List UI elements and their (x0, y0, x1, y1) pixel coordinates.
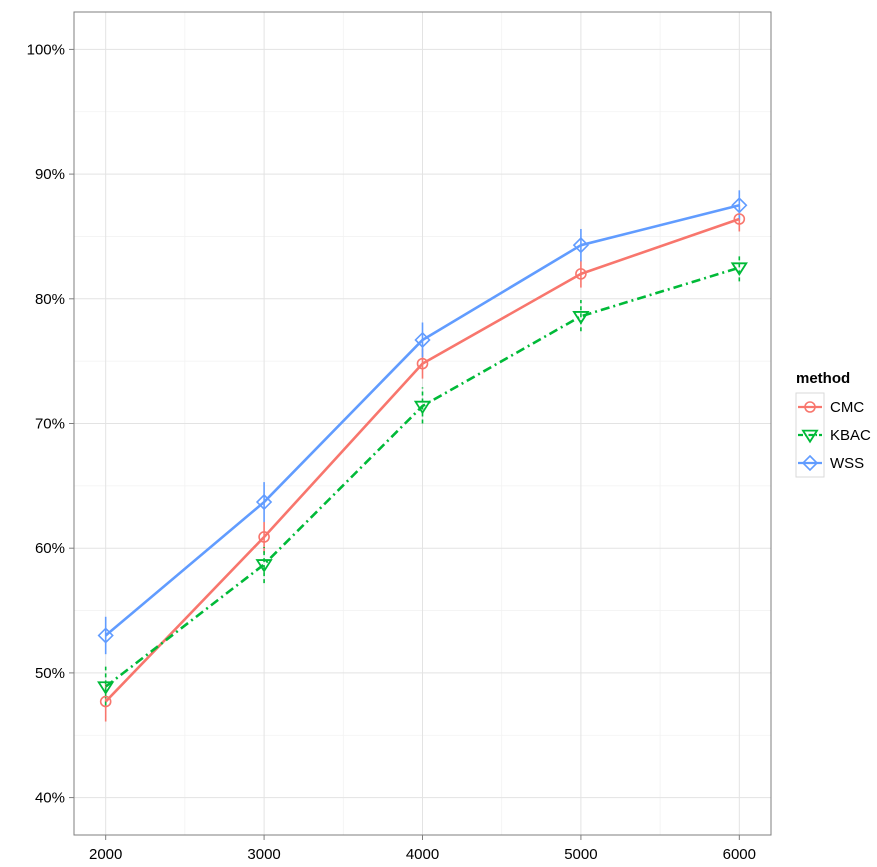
cmc-data-point (416, 357, 429, 370)
series-lines (104, 204, 740, 703)
legend-label: CMC (830, 399, 864, 416)
legend-item-cmc: CMC (798, 399, 864, 416)
legend-title: method (796, 370, 850, 387)
kbac-data-point (413, 400, 432, 415)
cmc-data-point (575, 268, 587, 280)
kbac-data-point (572, 311, 590, 325)
legend-label: WSS (830, 455, 864, 472)
y-tick-label: 80% (35, 291, 65, 308)
wss-data-point (97, 627, 114, 644)
series-markers (97, 197, 748, 708)
y-tick-label: 40% (35, 790, 65, 807)
y-tick-label: 100% (27, 41, 65, 58)
legend-items: CMC KBAC WSS (798, 399, 871, 472)
legend-key-marker (804, 401, 816, 413)
x-tick-label: 6000 (723, 846, 756, 863)
legend-label: KBAC (830, 427, 871, 444)
y-tick-label: 50% (35, 665, 65, 682)
wss-data-point (255, 493, 273, 511)
wss-data-point (572, 237, 590, 254)
y-tick-label: 60% (35, 540, 65, 557)
wss-series-line (104, 204, 740, 637)
y-tick-label: 70% (35, 416, 65, 433)
cmc-data-point (99, 695, 112, 708)
cmc-series-line (104, 217, 740, 703)
legend-item-kbac: KBAC (798, 427, 871, 444)
wss-data-point (731, 197, 748, 214)
legend-key-marker (801, 454, 819, 472)
x-tick-label: 4000 (406, 846, 439, 863)
x-tick-label: 5000 (564, 846, 597, 863)
wss-data-point (414, 331, 431, 349)
kbac-data-point (255, 559, 273, 573)
legend: method CMC KBAC WSS (795, 370, 871, 478)
cmc-data-point (733, 213, 746, 225)
legend-item-wss: WSS (798, 454, 864, 472)
cmc-data-point (258, 531, 270, 543)
x-tick-label: 2000 (89, 846, 122, 863)
y-tick-label: 90% (35, 166, 65, 183)
x-tick-label: 3000 (247, 846, 280, 863)
x-axis: 2000 3000 4000 5000 6000 (89, 835, 756, 863)
legend-key-marker (801, 429, 819, 444)
kbac-data-point (97, 681, 115, 695)
y-axis: 40% 50% 60% 70% 80% 90% 100% (27, 41, 74, 807)
kbac-series-line (104, 266, 740, 688)
kbac-data-point (730, 262, 748, 276)
